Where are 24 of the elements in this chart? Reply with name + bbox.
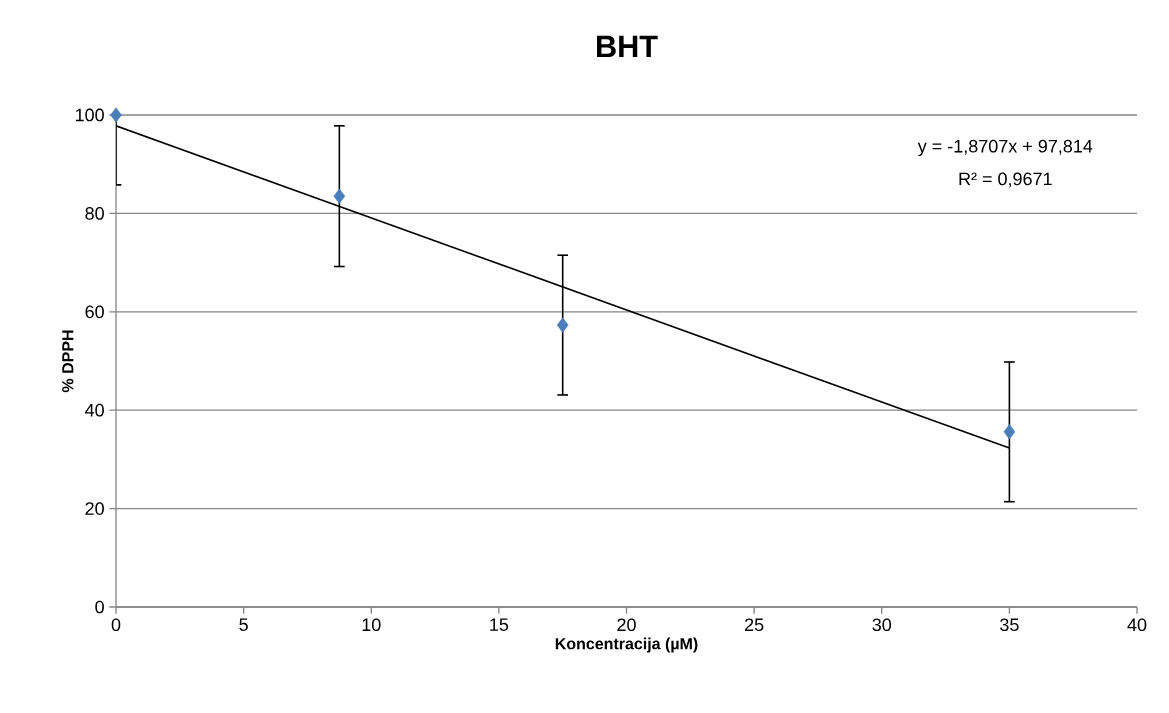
point bbox=[110, 107, 122, 123]
x-tick-label: 5 bbox=[239, 618, 248, 631]
y-tick-label: 100 bbox=[75, 108, 104, 122]
chart-title: BHT bbox=[597, 35, 658, 57]
x-tick-label: 30 bbox=[872, 618, 892, 632]
y-axis-title: % DPPH bbox=[62, 330, 74, 393]
y-tick-label: 60 bbox=[85, 305, 104, 319]
x-axis-title: Koncentracija (µM) bbox=[555, 637, 698, 653]
x-tick-label: 25 bbox=[745, 618, 764, 632]
point bbox=[1003, 424, 1016, 440]
x-tick-label: 20 bbox=[617, 618, 636, 632]
point bbox=[556, 317, 569, 333]
y-tick-label: 20 bbox=[85, 502, 104, 515]
x-tick-label: 10 bbox=[362, 618, 381, 632]
point bbox=[333, 188, 346, 204]
x-tick-label: 15 bbox=[490, 618, 509, 631]
annotation: y = -1,8707x + 97,814 bbox=[917, 139, 1093, 157]
y-tick-label: 80 bbox=[85, 207, 104, 220]
y-tick-label: 40 bbox=[85, 403, 104, 417]
y-tick-label: 0 bbox=[95, 600, 104, 614]
annotation: R² = 0,9671 bbox=[959, 172, 1052, 188]
x-tick-label: 40 bbox=[1127, 618, 1147, 632]
x-tick-label: 35 bbox=[1000, 618, 1019, 632]
x-tick-label: 0 bbox=[111, 618, 121, 632]
